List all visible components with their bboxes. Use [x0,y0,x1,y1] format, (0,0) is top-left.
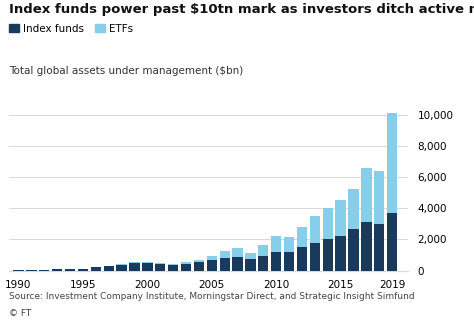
Bar [271,252,282,271]
Bar [207,256,217,260]
Bar [194,262,204,271]
Bar [297,247,307,271]
Bar [271,236,282,252]
Bar [142,263,153,271]
Bar [245,253,255,259]
Bar [361,222,372,271]
Bar [219,258,230,271]
Text: Source: Investment Company Institute, Morningstar Direct, and Strategic Insight : Source: Investment Company Institute, Mo… [9,292,415,301]
Bar [168,264,178,265]
Bar [387,113,397,213]
Bar [168,265,178,271]
Bar [142,262,153,263]
Bar [207,260,217,271]
Bar [181,262,191,264]
Bar [323,239,333,271]
Text: Index funds power past $10tn mark as investors ditch active managers: Index funds power past $10tn mark as inv… [9,3,474,16]
Bar [78,269,88,271]
Bar [13,270,24,271]
Bar [181,264,191,271]
Bar [39,270,49,271]
Bar [52,269,62,271]
Bar [91,268,101,271]
Bar [117,264,127,265]
Bar [348,229,359,271]
Text: © FT: © FT [9,309,32,317]
Bar [297,227,307,247]
Bar [155,264,165,271]
Bar [219,251,230,258]
Bar [310,243,320,271]
Bar [194,259,204,262]
Bar [258,256,268,271]
Bar [336,236,346,271]
Bar [26,270,36,271]
Bar [232,248,243,256]
Bar [374,171,384,224]
Bar [323,208,333,239]
Legend: Index funds, ETFs: Index funds, ETFs [9,23,133,34]
Bar [348,189,359,229]
Bar [284,237,294,252]
Bar [65,269,75,271]
Bar [117,265,127,271]
Bar [258,245,268,256]
Bar [129,263,140,271]
Bar [245,259,255,271]
Bar [232,256,243,271]
Bar [129,262,140,263]
Bar [103,266,114,271]
Bar [387,213,397,271]
Bar [361,168,372,222]
Bar [374,224,384,271]
Bar [336,200,346,236]
Text: Total global assets under management ($bn): Total global assets under management ($b… [9,66,244,76]
Bar [310,216,320,243]
Bar [155,263,165,264]
Bar [284,252,294,271]
